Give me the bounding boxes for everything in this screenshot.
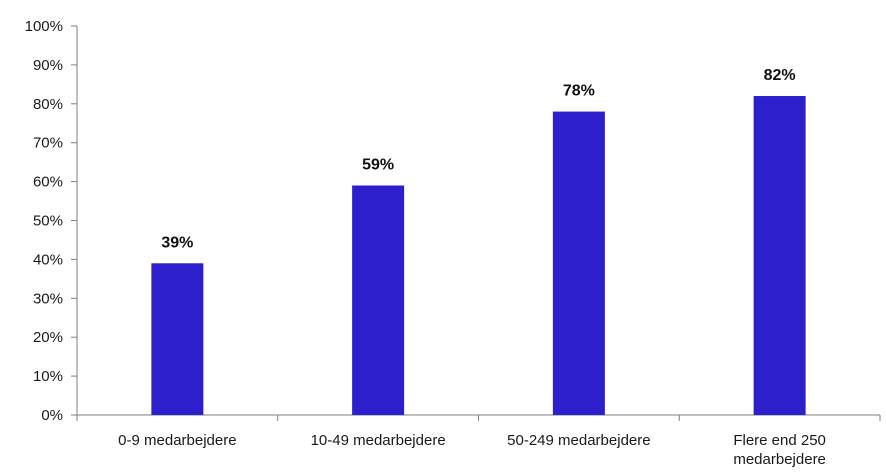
y-tick-label: 0% — [41, 407, 63, 424]
y-tick-label: 70% — [33, 135, 63, 152]
y-tick-label: 80% — [33, 96, 63, 113]
y-tick-label: 60% — [33, 174, 63, 191]
bar — [151, 263, 204, 415]
bar — [352, 185, 405, 415]
bars — [151, 96, 806, 416]
y-axis: 0% 10% 20% 30% 40% 50% 60% 70% 80% 90% 100% — [25, 18, 78, 424]
data-label: 59% — [362, 156, 394, 173]
y-tick-label: 40% — [33, 251, 63, 268]
x-tick-label: 10-49 medarbejdere — [311, 432, 446, 449]
y-tick-label: 100% — [25, 18, 63, 35]
y-tick-label: 30% — [33, 290, 63, 307]
data-label: 39% — [161, 234, 193, 251]
y-tick-label: 50% — [33, 213, 63, 230]
bar — [753, 96, 806, 416]
y-tick-label: 20% — [33, 329, 63, 346]
x-tick-label: 0-9 medarbejdere — [118, 432, 236, 449]
data-label: 78% — [563, 83, 595, 100]
x-tick-label: 50-249 medarbejdere — [507, 432, 650, 449]
x-tick-label: Flere end 250 medarbejdere — [733, 432, 826, 468]
x-axis: 0-9 medarbejdere 10-49 medarbejdere 50-249… — [76, 414, 881, 468]
data-labels: 39% 59% 78% 82% — [161, 67, 795, 251]
data-label: 82% — [764, 67, 796, 84]
bar — [552, 111, 605, 415]
y-tick-label: 90% — [33, 57, 63, 74]
y-tick-label: 10% — [33, 368, 63, 385]
